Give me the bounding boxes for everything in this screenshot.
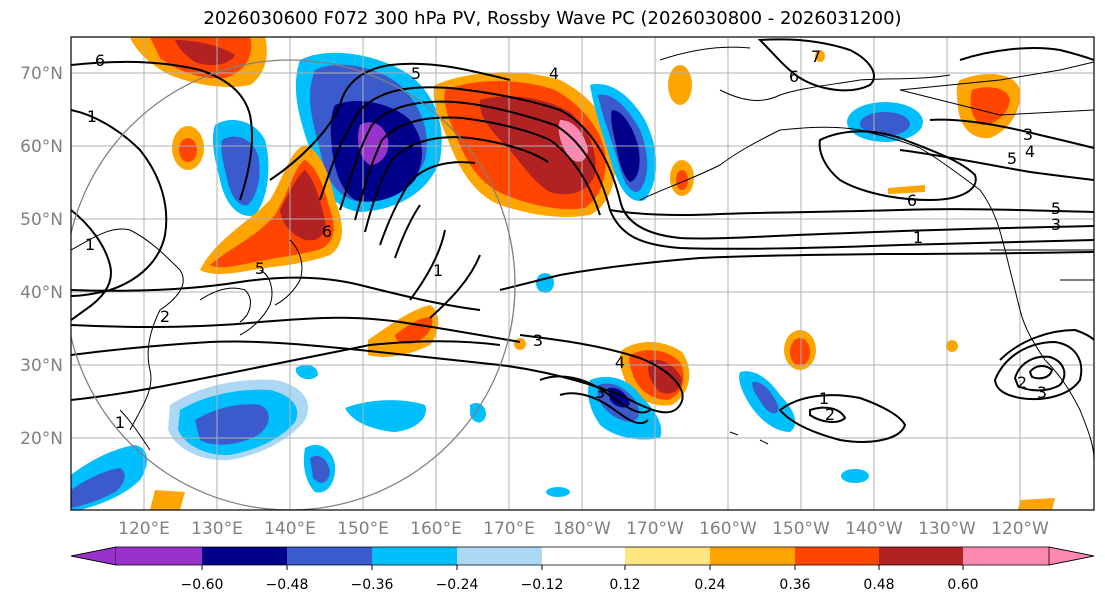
contour-label: 3: [1037, 383, 1047, 402]
lat-label: 50°N: [20, 210, 63, 230]
contour-label: 4: [1025, 142, 1035, 161]
colorbar-segment: [625, 547, 710, 565]
contour-label: 6: [907, 191, 917, 210]
pv-contours: [71, 38, 1094, 443]
contour-label: 1: [913, 228, 923, 247]
colorbar-segment: [457, 547, 542, 565]
contour-label: 5: [411, 64, 421, 83]
lon-label: 140°W: [845, 519, 903, 539]
lon-label: 150°W: [772, 519, 830, 539]
contour-label: 5: [255, 259, 265, 278]
lon-label: 180°W: [553, 519, 611, 539]
contour-label: 6: [789, 67, 799, 86]
colorbar-segment: [202, 547, 287, 565]
colorbar-tick: −0.60: [181, 577, 224, 593]
contour-label: 7: [811, 47, 821, 66]
lon-label: 150°E: [337, 519, 389, 539]
colorbar-extend-low: [70, 546, 117, 566]
lon-label: 120°E: [118, 519, 170, 539]
colorbar-segment: [287, 547, 372, 565]
contour-label: 2: [1017, 373, 1027, 392]
colorbar-tick: −0.36: [351, 577, 394, 593]
colorbar-tick: 0.48: [863, 577, 894, 593]
map-frame: [70, 36, 1095, 511]
lon-label: 140°E: [264, 519, 316, 539]
lon-axis: 120°E 130°E 140°E 150°E 160°E 170°E 180°…: [118, 519, 1049, 539]
lon-label: 130°E: [191, 519, 243, 539]
colorbar-extend-high: [1048, 546, 1095, 566]
contour-label: 1: [819, 389, 829, 408]
lon-label: 120°W: [991, 519, 1049, 539]
lon-label: 160°W: [699, 519, 757, 539]
lon-label: 160°E: [410, 519, 462, 539]
chart-title: 2026030600 F072 300 hPa PV, Rossby Wave …: [203, 8, 902, 29]
colorbar-segment: [879, 547, 963, 565]
colorbar-tick: 0.24: [694, 577, 725, 593]
contour-label: 1: [115, 413, 125, 432]
lon-label: 130°W: [918, 519, 976, 539]
contour-label: 3: [533, 331, 543, 350]
contour-label: 2: [825, 405, 835, 424]
contour-label: 3: [595, 383, 605, 402]
lat-lon-grid: [71, 37, 1094, 510]
contour-label: 2: [160, 307, 170, 326]
contour-label: 6: [322, 222, 332, 241]
colorbar-segment: [372, 547, 457, 565]
contour-label: 6: [95, 51, 105, 70]
reference-circle: [71, 59, 516, 510]
lat-label: 70°N: [20, 64, 63, 84]
colorbar-tick: −0.12: [521, 577, 564, 593]
colorbar: −0.60 −0.48 −0.36 −0.24 −0.12 0.12 0.24 …: [70, 546, 1095, 593]
colorbar-tick: 0.60: [947, 577, 978, 593]
colorbar-tick: 0.36: [779, 577, 810, 593]
colorbar-tick: −0.24: [436, 577, 479, 593]
lon-label: 170°W: [626, 519, 684, 539]
contour-label: 1: [87, 107, 97, 126]
colorbar-segment: [710, 547, 795, 565]
contour-label-group: 6 1 5 4 7 6 3 4 5 6 5 3 1 1 2 1 6 5 1 3 …: [85, 47, 1061, 432]
lon-label: 170°E: [483, 519, 535, 539]
colorbar-segment: [542, 547, 625, 565]
lat-label: 60°N: [20, 137, 63, 157]
colorbar-tick: −0.48: [266, 577, 309, 593]
contour-label: 5: [1051, 199, 1061, 218]
lat-label: 30°N: [20, 356, 63, 376]
contour-label: 5: [1007, 149, 1017, 168]
contour-label: 1: [85, 235, 95, 254]
colorbar-segment: [963, 547, 1049, 565]
colorbar-segment: [116, 547, 202, 565]
contour-label: 4: [615, 353, 625, 372]
lat-label: 40°N: [20, 283, 63, 303]
contour-label: 4: [549, 64, 559, 83]
contour-label: 3: [1023, 125, 1033, 144]
contour-label: 3: [1051, 215, 1061, 234]
contour-label: 1: [433, 261, 443, 280]
lat-axis: 70°N 60°N 50°N 40°N 30°N 20°N: [20, 64, 63, 449]
lat-label: 20°N: [20, 429, 63, 449]
colorbar-tick: 0.12: [609, 577, 640, 593]
colorbar-segment: [795, 547, 879, 565]
